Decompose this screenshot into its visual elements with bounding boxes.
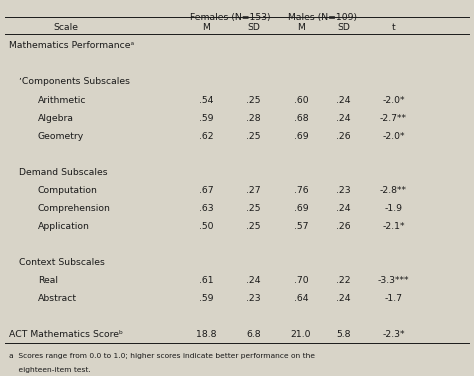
Text: SD: SD xyxy=(247,23,260,32)
Text: M: M xyxy=(202,23,210,32)
Text: .62: .62 xyxy=(199,132,213,141)
Text: .57: .57 xyxy=(294,222,308,231)
Text: Real: Real xyxy=(38,276,58,285)
Text: .25: .25 xyxy=(246,222,261,231)
Text: Scale: Scale xyxy=(54,23,79,32)
Text: .60: .60 xyxy=(294,96,308,105)
Text: .24: .24 xyxy=(246,276,261,285)
Text: -2.1*: -2.1* xyxy=(382,222,405,231)
Text: 18.8: 18.8 xyxy=(196,330,217,339)
Text: -2.0*: -2.0* xyxy=(382,132,405,141)
Text: eighteen-item test.: eighteen-item test. xyxy=(9,367,91,373)
Text: .25: .25 xyxy=(246,132,261,141)
Text: .69: .69 xyxy=(294,204,308,213)
Text: .24: .24 xyxy=(337,294,351,303)
Text: a  Scores range from 0.0 to 1.0; higher scores indicate better performance on th: a Scores range from 0.0 to 1.0; higher s… xyxy=(9,353,316,359)
Text: .26: .26 xyxy=(337,222,351,231)
Text: Geometry: Geometry xyxy=(38,132,84,141)
Text: .23: .23 xyxy=(337,186,351,195)
Text: -1.7: -1.7 xyxy=(384,294,402,303)
Text: Demand Subscales: Demand Subscales xyxy=(19,168,108,177)
Text: Females (N=153): Females (N=153) xyxy=(190,13,270,22)
Text: t: t xyxy=(392,23,395,32)
Text: .61: .61 xyxy=(199,276,213,285)
Text: .28: .28 xyxy=(246,114,261,123)
Text: Arithmetic: Arithmetic xyxy=(38,96,86,105)
Text: -1.9: -1.9 xyxy=(384,204,402,213)
Text: .24: .24 xyxy=(337,114,351,123)
Text: ACT Mathematics Scoreᵇ: ACT Mathematics Scoreᵇ xyxy=(9,330,124,339)
Text: .22: .22 xyxy=(337,276,351,285)
Text: .24: .24 xyxy=(337,96,351,105)
Text: Computation: Computation xyxy=(38,186,98,195)
Text: Comprehension: Comprehension xyxy=(38,204,111,213)
Text: .24: .24 xyxy=(337,204,351,213)
Text: .25: .25 xyxy=(246,204,261,213)
Text: Context Subscales: Context Subscales xyxy=(19,258,105,267)
Text: .68: .68 xyxy=(294,114,308,123)
Text: .50: .50 xyxy=(199,222,213,231)
Text: -2.8**: -2.8** xyxy=(380,186,407,195)
Text: .27: .27 xyxy=(246,186,261,195)
Text: SD: SD xyxy=(337,23,350,32)
Text: .59: .59 xyxy=(199,114,213,123)
Text: -2.3*: -2.3* xyxy=(382,330,405,339)
Text: 6.8: 6.8 xyxy=(246,330,261,339)
Text: .59: .59 xyxy=(199,294,213,303)
Text: Males (N=109): Males (N=109) xyxy=(288,13,357,22)
Text: Mathematics Performanceᵃ: Mathematics Performanceᵃ xyxy=(9,41,135,50)
Text: Algebra: Algebra xyxy=(38,114,74,123)
Text: .64: .64 xyxy=(294,294,308,303)
Text: .69: .69 xyxy=(294,132,308,141)
Text: 21.0: 21.0 xyxy=(291,330,311,339)
Text: .26: .26 xyxy=(337,132,351,141)
Text: Application: Application xyxy=(38,222,90,231)
Text: M: M xyxy=(297,23,305,32)
Text: .76: .76 xyxy=(294,186,308,195)
Text: .67: .67 xyxy=(199,186,213,195)
Text: Abstract: Abstract xyxy=(38,294,77,303)
Text: .63: .63 xyxy=(199,204,213,213)
Text: .70: .70 xyxy=(294,276,308,285)
Text: .25: .25 xyxy=(246,96,261,105)
Text: .23: .23 xyxy=(246,294,261,303)
Text: -2.7**: -2.7** xyxy=(380,114,407,123)
Text: .54: .54 xyxy=(199,96,213,105)
Text: 5.8: 5.8 xyxy=(337,330,351,339)
Text: -2.0*: -2.0* xyxy=(382,96,405,105)
Text: ʼComponents Subscales: ʼComponents Subscales xyxy=(19,77,130,86)
Text: -3.3***: -3.3*** xyxy=(378,276,409,285)
